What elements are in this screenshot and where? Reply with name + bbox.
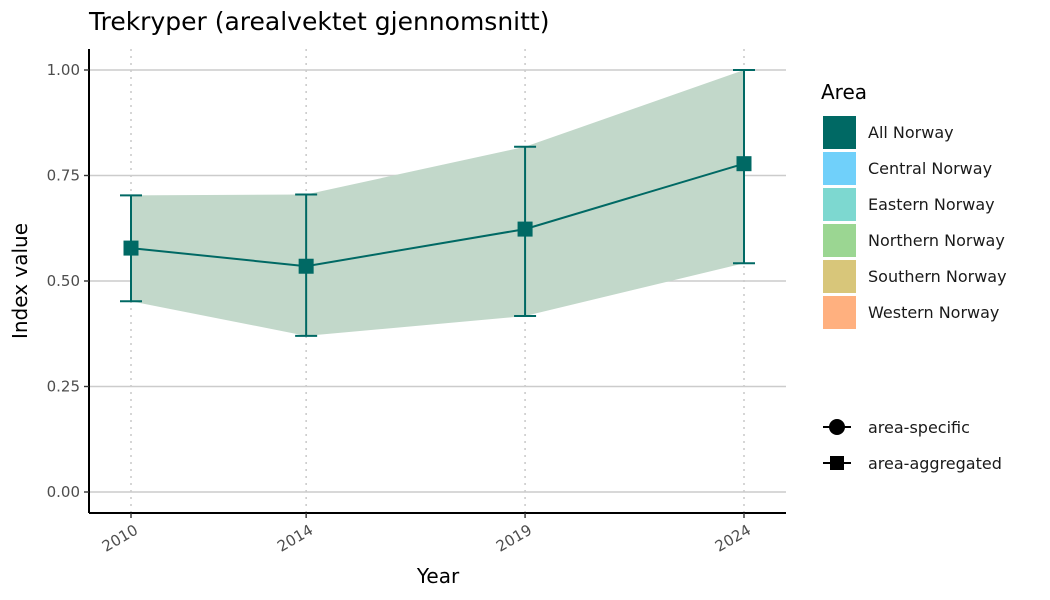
y-tick-label: 0.50	[47, 272, 80, 290]
chart-title: Trekryper (arealvektet gjennomsnitt)	[88, 7, 549, 36]
legend-label: Eastern Norway	[868, 195, 995, 214]
legend-swatch	[823, 152, 856, 185]
y-tick-label: 0.00	[47, 483, 80, 501]
data-point	[517, 221, 533, 237]
legend-swatch	[823, 224, 856, 257]
y-axis-title: Index value	[8, 223, 32, 339]
legend: Area All Norway Central Norway Eastern Nor…	[821, 80, 1007, 473]
data-point	[736, 156, 752, 172]
legend-label: Central Norway	[868, 159, 992, 178]
x-tick-label: 2019	[493, 521, 535, 556]
legend-label: Northern Norway	[868, 231, 1005, 250]
legend-shape-items: area-specific area-aggregated	[823, 418, 1002, 473]
y-tick-label: 0.75	[47, 167, 80, 185]
axes	[84, 49, 786, 518]
legend-label: area-aggregated	[868, 454, 1002, 473]
x-tick-labels: 2010 2014 2019 2024	[99, 521, 754, 556]
x-tick-label: 2014	[274, 521, 316, 556]
x-tick-label: 2010	[99, 521, 141, 556]
confidence-band	[131, 70, 744, 336]
y-tick-label: 1.00	[47, 61, 80, 79]
legend-swatch	[823, 116, 856, 149]
legend-swatch	[823, 296, 856, 329]
legend-label: Western Norway	[868, 303, 999, 322]
legend-square-marker	[830, 456, 844, 470]
series-lines	[130, 162, 745, 268]
y-tick-label: 0.25	[47, 378, 80, 396]
legend-label: All Norway	[868, 123, 954, 142]
data-point	[123, 240, 139, 256]
x-tick-label: 2024	[712, 521, 754, 556]
legend-circle-marker	[829, 419, 845, 435]
series-line-all-norway	[130, 162, 745, 268]
legend-label: area-specific	[868, 418, 970, 437]
confidence-band-area	[131, 70, 744, 336]
legend-area-items: All Norway Central Norway Eastern Norway No…	[823, 116, 1007, 329]
legend-swatch	[823, 188, 856, 221]
legend-swatch	[823, 260, 856, 293]
data-point	[298, 258, 314, 274]
y-tick-labels: 0.00 0.25 0.50 0.75 1.00	[47, 61, 80, 501]
legend-title: Area	[821, 80, 867, 104]
legend-label: Southern Norway	[868, 267, 1007, 286]
x-axis-title: Year	[416, 564, 460, 588]
data-points	[123, 156, 752, 274]
